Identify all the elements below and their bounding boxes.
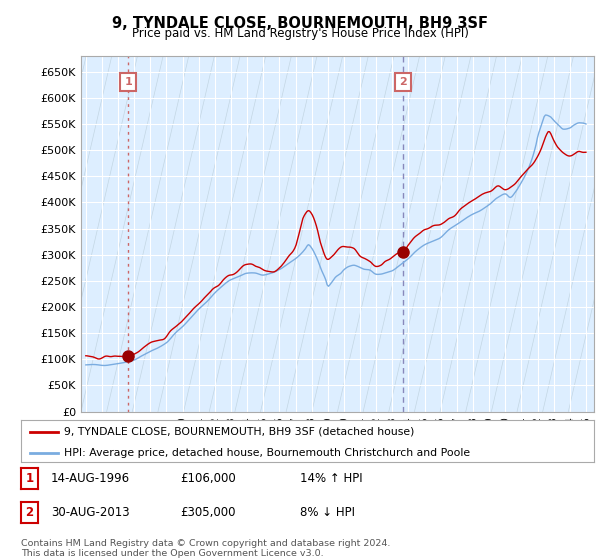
Text: Price paid vs. HM Land Registry's House Price Index (HPI): Price paid vs. HM Land Registry's House … — [131, 27, 469, 40]
Text: 14% ↑ HPI: 14% ↑ HPI — [300, 472, 362, 486]
Text: 2: 2 — [399, 77, 407, 87]
Text: 30-AUG-2013: 30-AUG-2013 — [51, 506, 130, 519]
Text: 9, TYNDALE CLOSE, BOURNEMOUTH, BH9 3SF (detached house): 9, TYNDALE CLOSE, BOURNEMOUTH, BH9 3SF (… — [64, 427, 415, 437]
Text: £305,000: £305,000 — [180, 506, 235, 519]
Text: 9, TYNDALE CLOSE, BOURNEMOUTH, BH9 3SF: 9, TYNDALE CLOSE, BOURNEMOUTH, BH9 3SF — [112, 16, 488, 31]
Text: 1: 1 — [25, 472, 34, 486]
Text: Contains HM Land Registry data © Crown copyright and database right 2024.
This d: Contains HM Land Registry data © Crown c… — [21, 539, 391, 558]
Text: 1: 1 — [124, 77, 132, 87]
Text: 8% ↓ HPI: 8% ↓ HPI — [300, 506, 355, 519]
Text: 2: 2 — [25, 506, 34, 519]
Text: 14-AUG-1996: 14-AUG-1996 — [51, 472, 130, 486]
Text: HPI: Average price, detached house, Bournemouth Christchurch and Poole: HPI: Average price, detached house, Bour… — [64, 448, 470, 458]
Text: £106,000: £106,000 — [180, 472, 236, 486]
